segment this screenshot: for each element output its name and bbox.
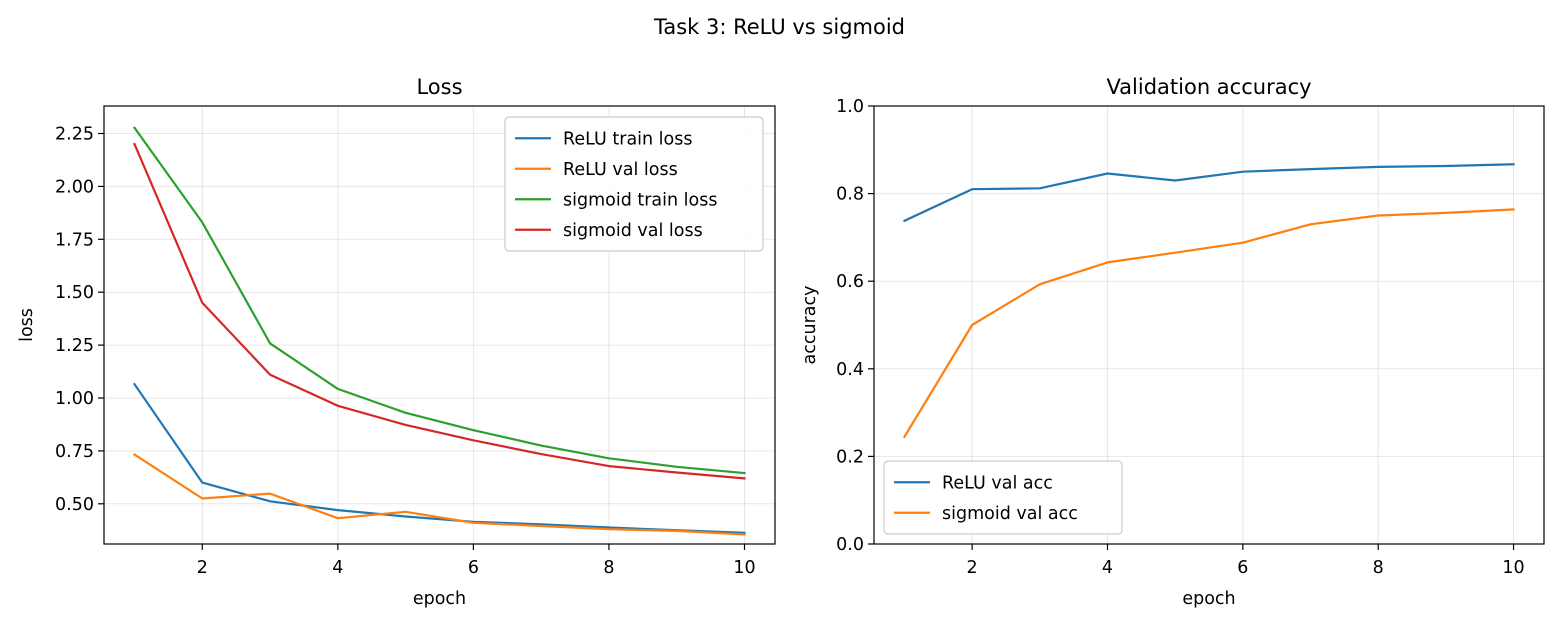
accuracy-y-tick-label: 0.4 <box>836 360 864 380</box>
accuracy-y-tick-label: 0.6 <box>836 272 864 292</box>
legend-label-sigmoid-val-loss: sigmoid val loss <box>563 221 703 241</box>
loss-legend: ReLU train loss ReLU val loss sigmoid trai… <box>504 116 764 252</box>
loss-y-tick-label: 0.75 <box>55 442 94 462</box>
loss-x-tick-label: 8 <box>603 558 614 578</box>
accuracy-y-tick-label: 1.0 <box>836 97 864 117</box>
accuracy-axis-ticks: 2 4 6 8 10 0.0 0.2 0.4 0.6 0.8 1.0 <box>836 97 1525 578</box>
legend-label-sigmoid-train-loss: sigmoid train loss <box>563 190 717 210</box>
loss-y-axis-label: loss <box>17 308 37 342</box>
loss-x-tick-label: 6 <box>468 558 479 578</box>
accuracy-panel-title: Validation accuracy <box>1106 75 1311 99</box>
accuracy-x-axis-label: epoch <box>1182 589 1235 609</box>
accuracy-legend-box <box>883 460 1123 535</box>
legend-label-sigmoid-val-acc: sigmoid val acc <box>942 504 1078 524</box>
loss-plot-frame <box>103 105 776 545</box>
loss-x-tick-label: 2 <box>197 558 208 578</box>
accuracy-panel: Validation accuracy epoch accuracy 2 4 6 8 1… <box>800 75 1545 609</box>
loss-x-tick-label: 4 <box>332 558 343 578</box>
accuracy-y-tick-label: 0.2 <box>836 447 864 467</box>
loss-y-tick-label: 0.50 <box>55 495 94 515</box>
series-line-relu-val-loss <box>132 452 746 536</box>
accuracy-x-tick-label: 2 <box>967 558 978 578</box>
accuracy-plot-frame <box>873 105 1545 545</box>
series-line-sigmoid-val-acc <box>902 208 1515 439</box>
legend-label-relu-val-loss: ReLU val loss <box>563 160 678 180</box>
accuracy-y-tick-label: 0.8 <box>836 185 864 205</box>
loss-y-tick-label: 1.25 <box>55 336 94 356</box>
series-line-sigmoid-val-loss <box>133 142 746 480</box>
accuracy-y-axis-label: accuracy <box>800 286 820 365</box>
loss-x-axis-label: epoch <box>413 589 466 609</box>
accuracy-legend: ReLU val acc sigmoid val acc <box>883 460 1123 535</box>
figure-suptitle: Task 3: ReLU vs sigmoid <box>653 15 905 39</box>
accuracy-x-tick-label: 6 <box>1237 558 1248 578</box>
loss-y-tick-label: 1.00 <box>55 389 94 409</box>
loss-y-tick-label: 2.00 <box>55 177 94 197</box>
accuracy-x-tick-label: 10 <box>1502 558 1524 578</box>
accuracy-x-tick-label: 8 <box>1373 558 1384 578</box>
legend-label-relu-train-loss: ReLU train loss <box>563 129 693 149</box>
accuracy-y-tick-label: 0.0 <box>836 535 864 555</box>
accuracy-x-tick-label: 4 <box>1102 558 1113 578</box>
loss-y-tick-label: 1.75 <box>55 230 94 250</box>
loss-y-tick-label: 2.25 <box>55 125 94 145</box>
loss-axis-ticks: 2 4 6 8 10 0.50 0.75 1.00 1.25 1.50 1.75 2.00 2.25 <box>55 125 756 578</box>
loss-series-lines <box>132 126 746 536</box>
loss-legend-box <box>504 116 764 252</box>
legend-label-relu-val-acc: ReLU val acc <box>942 473 1053 493</box>
series-line-relu-train-loss <box>132 382 746 534</box>
series-line-sigmoid-train-loss <box>132 126 746 475</box>
loss-y-tick-label: 1.50 <box>55 283 94 303</box>
loss-panel: Loss epoch loss 2 4 6 8 10 0.50 0.75 1.00 1.25 1.… <box>17 75 776 609</box>
loss-x-tick-label: 10 <box>733 558 755 578</box>
accuracy-series-lines <box>902 163 1515 439</box>
series-line-relu-val-acc <box>903 163 1515 223</box>
loss-panel-title: Loss <box>416 75 462 99</box>
